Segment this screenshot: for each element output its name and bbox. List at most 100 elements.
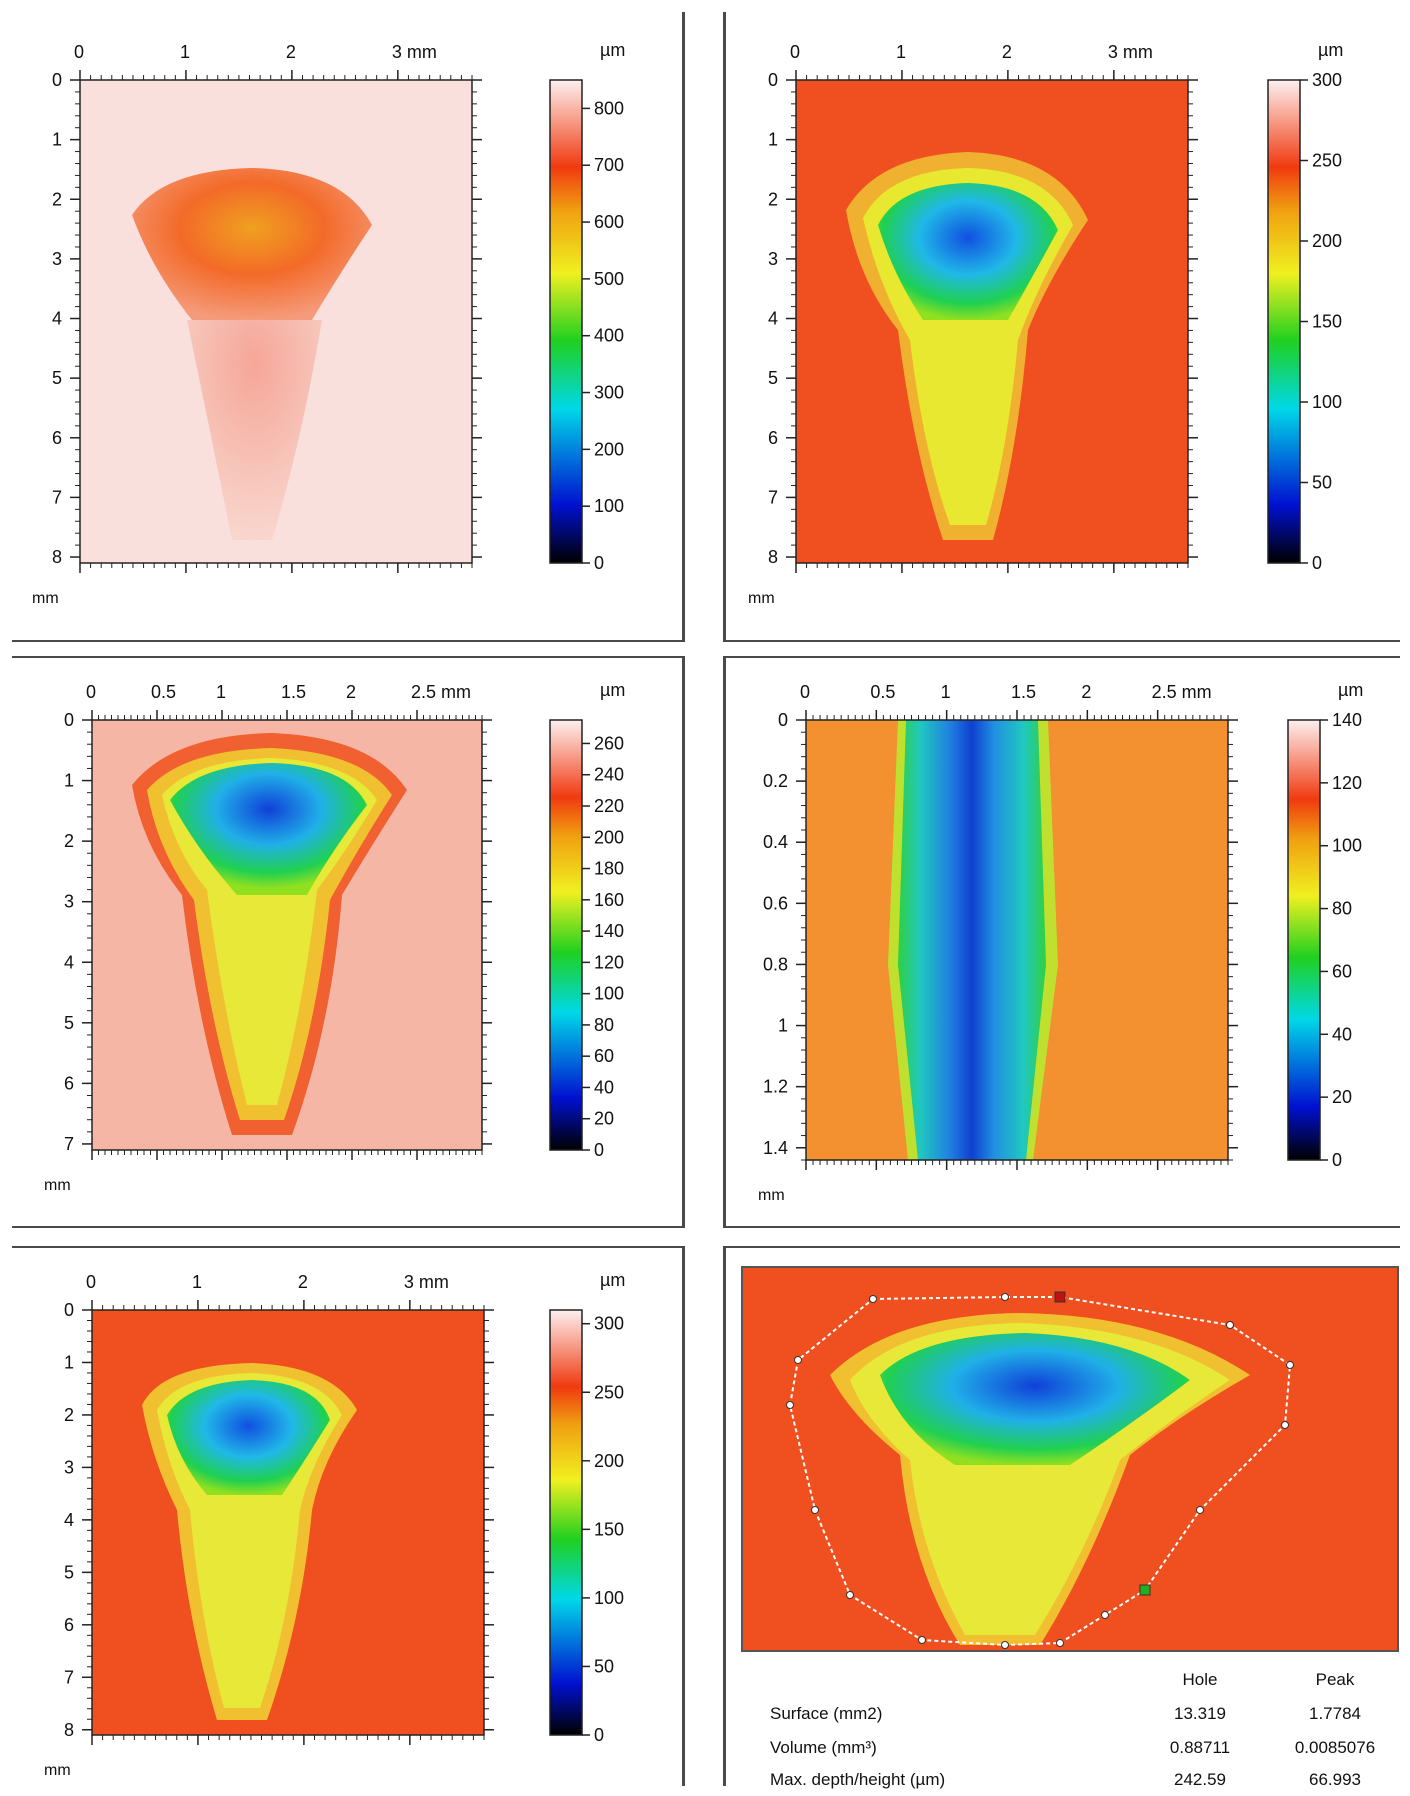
measurement-row-surface: Surface (mm2) 13.319 1.7784 (770, 1704, 1390, 1728)
handle-green[interactable] (1139, 1584, 1151, 1596)
y-tick-label: 0 (52, 70, 62, 90)
x-tick-label: 3 mm (404, 1272, 449, 1292)
colorbar-tick-label: 160 (594, 890, 624, 910)
divider-top-mid-left (12, 656, 684, 658)
y-tick-label: 3 (52, 249, 62, 269)
colorbar-tick-label: 240 (594, 765, 624, 785)
colorbar-tick-label: 150 (1312, 312, 1342, 332)
divider-vertical-left (682, 12, 685, 642)
y-tick-label: 0 (64, 1300, 74, 1320)
y-tick-label: 7 (768, 487, 778, 507)
y-tick-label: 4 (52, 309, 62, 329)
colorbar-tick-label: 80 (594, 1015, 614, 1035)
colorbar-tick-label: 100 (1332, 836, 1362, 856)
y-tick-label: 6 (52, 428, 62, 448)
axis-unit-label: mm (748, 590, 775, 607)
colorbar-unit-label: µm (600, 1270, 625, 1290)
heatmap-panel-1: 0 1 2 3 mm 0 1 2 3 4 5 6 7 8 mm µm 0 100 200 300 400 500 600 7… (32, 40, 625, 607)
colorbar-tick-label: 0 (1332, 1150, 1342, 1170)
selection-handles[interactable] (786, 1293, 1294, 1649)
colorbar-unit-label: µm (600, 40, 625, 60)
colorbar-tick-label: 50 (594, 1656, 614, 1676)
x-tick-label: 1 (216, 682, 226, 702)
colorbar-tick-label: 120 (594, 952, 624, 972)
divider-vertical-right-3 (723, 1246, 726, 1786)
y-tick-label: 2 (768, 189, 778, 209)
x-tick-label: 3 mm (1108, 42, 1153, 62)
axes-1: 0 1 2 3 mm 0 1 2 3 4 5 6 7 8 mm µm 0 100 200 300 400 500 600 7… (32, 40, 625, 607)
colorbar (549, 1309, 583, 1736)
y-tick-label: 4 (64, 1510, 74, 1530)
x-tick-label: 2 (298, 1272, 308, 1292)
heatmap-map-4 (806, 720, 1228, 1160)
colorbar (549, 79, 583, 564)
axis-unit-label: mm (758, 1187, 785, 1204)
y-tick-label: 4 (768, 309, 778, 329)
x-tick-label: 0.5 (151, 682, 176, 702)
y-tick-label: 2 (52, 189, 62, 209)
colorbar-tick-label: 20 (594, 1109, 614, 1129)
heatmap-map-2 (796, 80, 1188, 563)
colorbar-tick-label: 250 (594, 1382, 624, 1402)
colorbar-tick-label: 60 (1332, 961, 1352, 981)
heatmap-panel-3: 0 0.5 1 1.5 2 2.5 mm 0 1 2 3 4 5 6 7 mm µm 0 20 40 60 80 100 1… (44, 680, 625, 1194)
y-tick-label: 3 (64, 892, 74, 912)
segmentation-view (741, 1266, 1399, 1652)
y-tick-label: 0 (778, 710, 788, 730)
colorbar-tick-label: 80 (1332, 899, 1352, 919)
colorbar-unit-label: µm (600, 680, 625, 700)
colorbar-tick-label: 50 (1312, 473, 1332, 493)
colorbar-tick-label: 0 (1312, 553, 1322, 573)
colorbar-tick-label: 120 (1332, 773, 1362, 793)
colorbar-tick-label: 600 (594, 212, 624, 232)
row-hole-value: 13.319 (1174, 1704, 1226, 1723)
y-tick-label: 1 (778, 1016, 788, 1036)
divider-h1-left (12, 640, 684, 642)
y-tick-label: 0 (768, 70, 778, 90)
x-tick-label: 2 (346, 682, 356, 702)
row-label: Max. depth/height (µm) (770, 1770, 946, 1789)
measurement-table: Hole Peak Surface (mm2) 13.319 1.7784 Vo… (770, 1670, 1400, 1790)
y-tick-label: 0.4 (763, 832, 788, 852)
heatmap-map-1 (80, 80, 472, 563)
x-tick-label: 1 (180, 42, 190, 62)
header-peak: Peak (1315, 1670, 1355, 1689)
row-label: Surface (mm2) (770, 1704, 883, 1723)
divider-vertical-left-3 (682, 1246, 685, 1786)
row-hole-value: 242.59 (1174, 1770, 1226, 1789)
y-tick-label: 2 (64, 1405, 74, 1425)
x-tick-label: 0 (74, 42, 84, 62)
x-tick-label: 2.5 mm (411, 682, 471, 702)
colorbar-tick-label: 140 (1332, 710, 1362, 730)
colorbar-tick-label: 300 (594, 383, 624, 403)
axes-5: 0 1 2 3 mm 0 1 2 3 4 5 6 7 8 mm µm 0 50 100 150 200 250 300 (44, 1270, 625, 1779)
plot-frame (79, 79, 473, 564)
x-tick-label: 1.5 (1011, 682, 1036, 702)
row-hole-value: 0.88711 (1169, 1738, 1231, 1757)
divider-top-mid-right (724, 656, 1400, 658)
y-tick-label: 1 (64, 1352, 74, 1372)
colorbar-tick-label: 200 (1312, 231, 1342, 251)
plot-frame (91, 1309, 485, 1736)
measurement-row-volume: Volume (mm³) 0.88711 0.0085076 (770, 1738, 1390, 1762)
y-tick-label: 5 (64, 1562, 74, 1582)
colorbar-tick-label: 200 (594, 439, 624, 459)
y-tick-label: 7 (52, 487, 62, 507)
heatmap-map-5 (92, 1310, 484, 1735)
y-tick-label: 1 (64, 771, 74, 791)
x-tick-label: 0.5 (870, 682, 895, 702)
colorbar (1267, 79, 1301, 564)
colorbar-tick-label: 0 (594, 1725, 604, 1745)
colorbar-tick-label: 60 (594, 1046, 614, 1066)
colorbar-tick-label: 0 (594, 553, 604, 573)
colorbar-tick-label: 100 (594, 984, 624, 1004)
divider-top-bottomright (724, 1246, 1400, 1248)
y-tick-label: 0 (64, 710, 74, 730)
row-peak-value: 0.0085076 (1294, 1738, 1376, 1757)
y-tick-label: 0.2 (763, 771, 788, 791)
divider-vertical-left-2 (682, 656, 685, 1228)
x-tick-label: 2 (1002, 42, 1012, 62)
handle-red[interactable] (1054, 1291, 1066, 1303)
colorbar-tick-label: 300 (594, 1314, 624, 1334)
y-tick-label: 3 (64, 1457, 74, 1477)
